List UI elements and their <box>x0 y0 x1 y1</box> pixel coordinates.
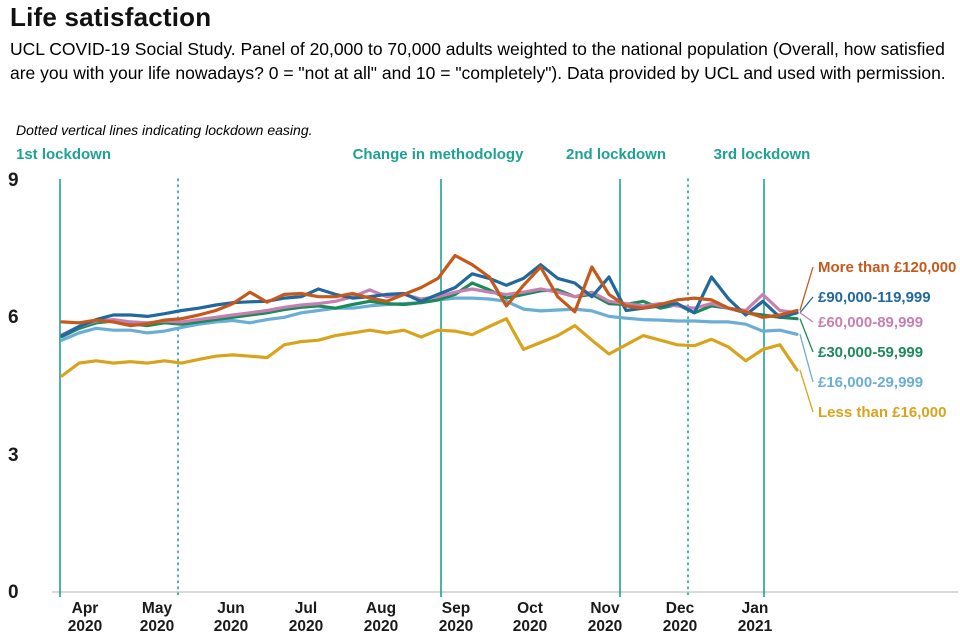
y-tick-9: 9 <box>8 170 19 191</box>
chart-subtitle: UCL COVID-19 Social Study. Panel of 20,0… <box>10 39 946 83</box>
month-label: May <box>141 600 173 617</box>
legend-label-more-than-120-000: More than £120,000 <box>818 259 957 276</box>
annotation-change-in-methodology: Change in methodology <box>352 146 524 163</box>
legend-leader-line <box>799 312 814 323</box>
year-label: 2020 <box>438 617 474 635</box>
year-label: 2020 <box>67 617 103 635</box>
month-label: Dec <box>665 600 695 617</box>
year-label: 2020 <box>512 617 548 635</box>
month-label: Apr <box>71 600 99 617</box>
annotation-first-lockdown: 1st lockdown <box>16 146 112 163</box>
legend-label--16-000-29-999: £16,000-29,999 <box>818 374 924 391</box>
legend-leader-line <box>799 318 814 353</box>
dotted-lines-note: Dotted vertical lines indicating lockdow… <box>16 122 313 138</box>
month-label: Sep <box>441 600 471 617</box>
series-line-less-than-16-000 <box>60 317 799 378</box>
x-tick-nov-2020: Nov 2020 <box>570 600 640 636</box>
month-label: Jan <box>741 600 769 617</box>
series-line-more-than-120-000 <box>60 253 799 328</box>
annotation-second-lockdown: 2nd lockdown <box>565 146 667 163</box>
year-label: 2020 <box>288 617 324 635</box>
y-tick-0: 0 <box>8 582 19 603</box>
year-label: 2020 <box>213 617 249 635</box>
legend-label--90-000-119-999: £90,000-119,999 <box>818 289 931 306</box>
month-label: Nov <box>590 600 620 617</box>
month-label: Oct <box>517 600 543 617</box>
legend-leader-line <box>799 334 814 383</box>
x-tick-may-2020: May 2020 <box>122 600 192 636</box>
year-label: 2021 <box>737 617 773 635</box>
x-tick-oct-2020: Oct 2020 <box>495 600 565 636</box>
legend-leader-line <box>799 369 814 413</box>
x-tick-jun-2020: Jun 2020 <box>196 600 266 636</box>
x-tick-aug-2020: Aug 2020 <box>346 600 416 636</box>
year-label: 2020 <box>363 617 399 635</box>
month-label: Aug <box>365 600 397 617</box>
y-tick-6: 6 <box>8 307 19 329</box>
x-tick-apr-2020: Apr 2020 <box>50 600 120 636</box>
x-tick-dec-2020: Dec 2020 <box>645 600 715 636</box>
page-title: Life satisfaction <box>10 2 212 32</box>
month-label: Jul <box>294 600 318 617</box>
year-label: 2020 <box>587 617 623 635</box>
x-tick-jan-2021: Jan 2021 <box>720 600 790 636</box>
year-label: 2020 <box>139 617 175 635</box>
year-label: 2020 <box>662 617 698 635</box>
legend-label--30-000-59-999: £30,000-59,999 <box>818 344 924 361</box>
annotation-third-lockdown: 3rd lockdown <box>713 146 811 163</box>
month-label: Jun <box>217 600 245 617</box>
series-line--90-000-119-999 <box>60 263 799 338</box>
x-tick-sep-2020: Sep 2020 <box>421 600 491 636</box>
legend-leader-line <box>799 296 814 314</box>
x-tick-jul-2020: Jul 2020 <box>271 600 341 636</box>
legend-label--60-000-89-999: £60,000-89,999 <box>818 314 924 331</box>
y-tick-3: 3 <box>8 444 19 466</box>
legend-label-less-than-16-000: Less than £16,000 <box>818 404 947 421</box>
legend-leader-line <box>799 266 814 311</box>
